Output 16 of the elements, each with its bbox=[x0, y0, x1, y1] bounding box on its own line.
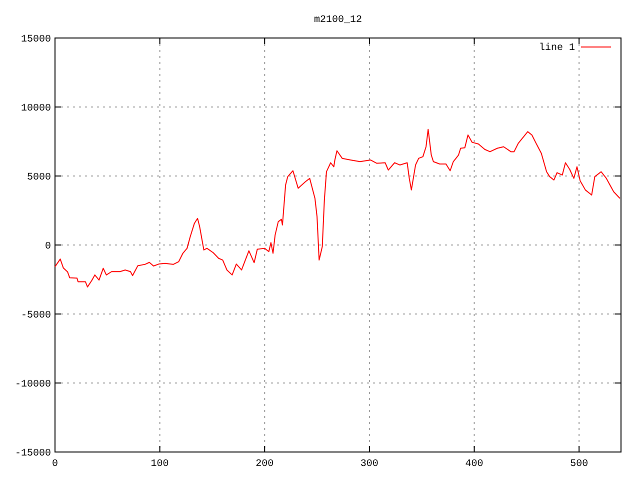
y-tick-label: 15000 bbox=[20, 34, 51, 46]
y-tick-label: -5000 bbox=[20, 310, 51, 322]
y-tick-label: -15000 bbox=[14, 448, 51, 460]
x-tick-label: 0 bbox=[52, 459, 58, 470]
x-tick-label: 200 bbox=[256, 459, 274, 470]
x-tick-label: 100 bbox=[150, 459, 169, 470]
chart-title: m2100_12 bbox=[314, 15, 362, 26]
x-tick-label: 500 bbox=[570, 459, 588, 470]
line-series bbox=[54, 128, 620, 288]
x-tick-label: 300 bbox=[360, 459, 378, 470]
y-tick-label: 5000 bbox=[26, 172, 51, 184]
x-tick-label: 400 bbox=[465, 459, 484, 470]
y-tick-label: 10000 bbox=[20, 104, 51, 114]
legend-label: line 1 bbox=[538, 42, 575, 54]
y-tick-label: -10000 bbox=[14, 380, 51, 390]
y-tick-label: 0 bbox=[44, 242, 51, 252]
